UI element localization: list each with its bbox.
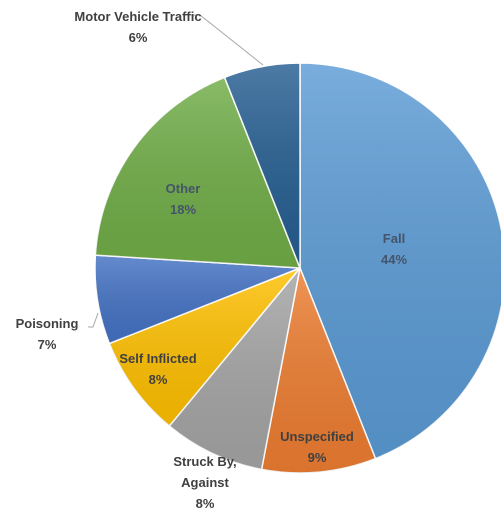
slice-shade — [109, 268, 301, 426]
slice-value-label: 7% — [37, 337, 57, 352]
slice-label: Fall — [382, 231, 406, 246]
slice-label: Poisoning — [15, 316, 79, 331]
slice-value-label: 8% — [148, 372, 168, 387]
leader-line — [185, 14, 264, 66]
leader-line — [88, 312, 99, 328]
slice-value-label: 44% — [380, 252, 408, 267]
slice-label: Struck By, Against — [173, 454, 237, 490]
slice-shade — [300, 63, 501, 459]
slice-label: Other — [165, 181, 201, 196]
slice-label: Motor Vehicle Traffic — [74, 9, 202, 24]
slice-shade — [95, 77, 301, 269]
slice-value-label: 9% — [307, 450, 327, 465]
slice-label: Self Inflicted — [119, 351, 197, 366]
slice-shade — [95, 255, 300, 344]
slice-value-label: 18% — [169, 202, 197, 217]
slice-value-label: 8% — [195, 496, 215, 511]
slice-shade — [224, 63, 300, 268]
slice-value-label: 6% — [128, 30, 148, 45]
slices — [94, 62, 501, 474]
slice-shade — [261, 268, 376, 474]
slice-label: Unspecified — [280, 429, 354, 444]
slice-shade — [169, 268, 300, 470]
